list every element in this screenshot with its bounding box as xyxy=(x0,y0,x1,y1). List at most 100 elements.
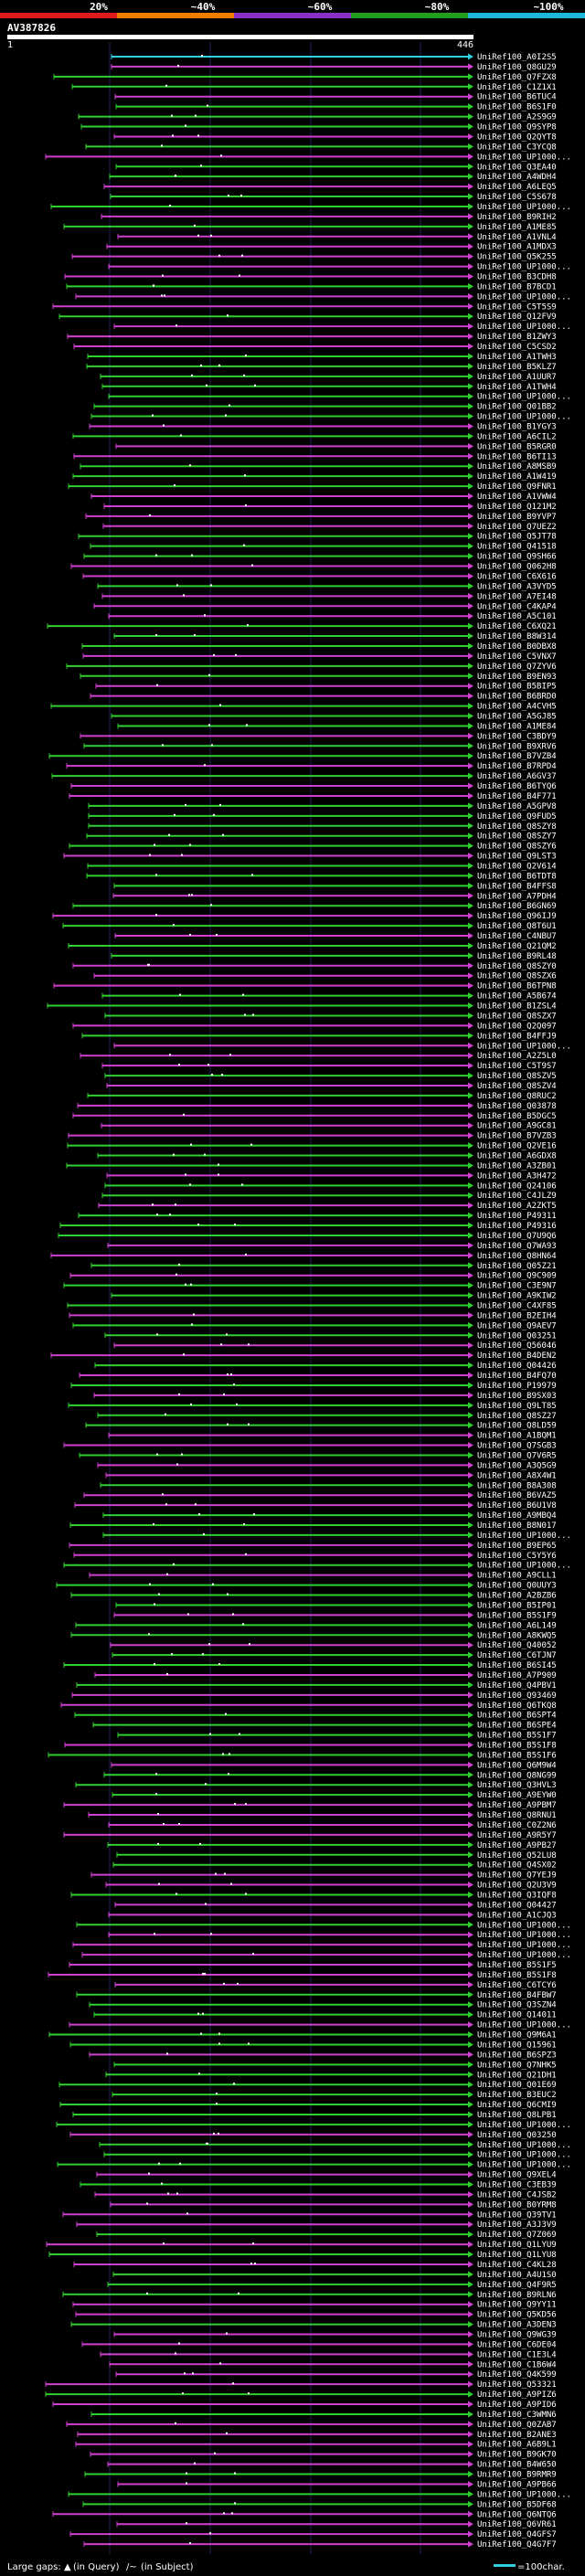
hit-label[interactable]: UniRef100_A1TWH3 xyxy=(477,353,557,362)
hit-row[interactable]: UniRef100_C6DE04 xyxy=(81,2340,557,2349)
hit-row[interactable]: UniRef100_Q8SZX6 xyxy=(93,972,557,981)
hit-label[interactable]: UniRef100_A9PBM7 xyxy=(477,1801,557,1810)
hit-row[interactable]: UniRef100_B9EN93 xyxy=(80,673,557,682)
hit-label[interactable]: UniRef100_B5BIP5 xyxy=(477,683,557,692)
hit-row[interactable]: UniRef100_C5T9S7 xyxy=(101,1062,557,1071)
hit-label[interactable]: UniRef100_B2ANE3 xyxy=(477,2431,557,2440)
hit-label[interactable]: UniRef100_B7VZB4 xyxy=(477,752,557,761)
hit-row[interactable]: UniRef100_C4NBU7 xyxy=(114,932,557,941)
hit-label[interactable]: UniRef100_Q05Z21 xyxy=(477,1262,557,1271)
hit-row[interactable]: UniRef100_Q7V6R5 xyxy=(79,1451,557,1460)
hit-label[interactable]: UniRef100_Q24106 xyxy=(477,1182,557,1191)
hit-label[interactable]: UniRef100_Q12FV9 xyxy=(477,313,557,322)
hit-label[interactable]: UniRef100_A9CLL1 xyxy=(477,1572,557,1581)
hit-label[interactable]: UniRef100_UP1000... xyxy=(477,153,571,162)
hit-label[interactable]: UniRef100_C4KL28 xyxy=(477,2261,557,2270)
hit-row[interactable]: UniRef100_B2EIH4 xyxy=(69,1311,557,1320)
hit-row[interactable]: UniRef100_B8A308 xyxy=(100,1481,557,1490)
hit-row[interactable]: UniRef100_B5S1F5 xyxy=(69,1961,557,1970)
hit-row[interactable]: UniRef100_Q01E69 xyxy=(58,2081,557,2090)
hit-row[interactable]: UniRef100_UP1000... xyxy=(75,292,571,302)
hit-label[interactable]: UniRef100_Q8SZV5 xyxy=(477,1072,557,1081)
hit-row[interactable]: UniRef100_C1B6W4 xyxy=(109,2360,557,2369)
hit-label[interactable]: UniRef100_UP1000... xyxy=(477,2141,571,2150)
hit-row[interactable]: UniRef100_Q9XEL4 xyxy=(96,2171,557,2180)
hit-label[interactable]: UniRef100_C5T5S9 xyxy=(477,302,557,312)
hit-label[interactable]: UniRef100_B8W314 xyxy=(477,632,557,641)
hit-row[interactable]: UniRef100_A1UUR7 xyxy=(100,373,557,382)
hit-label[interactable]: UniRef100_A9PIZ6 xyxy=(477,2390,557,2400)
hit-row[interactable]: UniRef100_C4JLZ9 xyxy=(101,1192,557,1201)
hit-row[interactable]: UniRef100_A5C101 xyxy=(108,612,557,621)
hit-row[interactable]: UniRef100_C6XQ21 xyxy=(47,622,557,631)
hit-row[interactable]: UniRef100_Q21DH1 xyxy=(105,2071,557,2080)
hit-label[interactable]: UniRef100_C1B6W4 xyxy=(477,2360,557,2369)
hit-row[interactable]: UniRef100_Q52LU8 xyxy=(116,1851,557,1860)
hit-label[interactable]: UniRef100_B6TYQ6 xyxy=(477,782,557,791)
hit-row[interactable]: UniRef100_A8KWQ5 xyxy=(70,1631,557,1640)
hit-label[interactable]: UniRef100_A1MDX3 xyxy=(477,243,557,252)
hit-label[interactable]: UniRef100_Q8SZY0 xyxy=(477,962,557,971)
hit-label[interactable]: UniRef100_A8X4W1 xyxy=(477,1471,557,1480)
hit-row[interactable]: UniRef100_B4FQ70 xyxy=(79,1372,557,1381)
hit-label[interactable]: UniRef100_A6B9L1 xyxy=(477,2441,557,2450)
hit-label[interactable]: UniRef100_B1ZWY3 xyxy=(477,333,557,342)
hit-row[interactable]: UniRef100_Q8SZ27 xyxy=(97,1412,557,1421)
hit-row[interactable]: UniRef100_A1MDX3 xyxy=(106,243,557,252)
hit-label[interactable]: UniRef100_Q4GFS7 xyxy=(477,2530,557,2539)
hit-row[interactable]: UniRef100_Q93469 xyxy=(71,1691,557,1701)
hit-label[interactable]: UniRef100_Q7Z069 xyxy=(477,2231,557,2240)
hit-row[interactable]: UniRef100_B6TYQ6 xyxy=(70,782,557,791)
hit-label[interactable]: UniRef100_A1UUR7 xyxy=(477,373,557,382)
hit-row[interactable]: UniRef100_B6SPE4 xyxy=(92,1722,557,1731)
hit-label[interactable]: UniRef100_C4NBU7 xyxy=(477,932,557,941)
hit-label[interactable]: UniRef100_C4KAP4 xyxy=(477,602,557,611)
hit-label[interactable]: UniRef100_UP1000... xyxy=(477,1921,571,1930)
hit-label[interactable]: UniRef100_A5GJ85 xyxy=(477,713,557,722)
hit-label[interactable]: UniRef100_Q9LT85 xyxy=(477,1402,557,1411)
hit-label[interactable]: UniRef100_Q3IQF8 xyxy=(477,1891,557,1900)
hit-label[interactable]: UniRef100_A3ZB01 xyxy=(477,1161,557,1171)
hit-label[interactable]: UniRef100_A9PB66 xyxy=(477,2480,557,2489)
hit-label[interactable]: UniRef100_A8MSB9 xyxy=(477,462,557,472)
hit-row[interactable]: UniRef100_A3J3V9 xyxy=(76,2221,557,2230)
hit-row[interactable]: UniRef100_C1Z1X1 xyxy=(71,83,557,92)
hit-row[interactable]: UniRef100_B6SI45 xyxy=(63,1661,557,1670)
hit-label[interactable]: UniRef100_UP1000... xyxy=(477,2121,571,2130)
hit-row[interactable]: UniRef100_B7BCD1 xyxy=(66,282,557,292)
hit-label[interactable]: UniRef100_B2EIH4 xyxy=(477,1311,557,1320)
hit-row[interactable]: UniRef100_A1TWH4 xyxy=(101,383,557,392)
hit-label[interactable]: UniRef100_A3H472 xyxy=(477,1171,557,1181)
hit-row[interactable]: UniRef100_UP1000... xyxy=(108,263,571,272)
hit-label[interactable]: UniRef100_B8N017 xyxy=(477,1521,557,1531)
hit-row[interactable]: UniRef100_B6TI13 xyxy=(73,452,557,461)
hit-label[interactable]: UniRef100_A6LEQ5 xyxy=(477,183,557,192)
hit-label[interactable]: UniRef100_Q9FNR1 xyxy=(477,482,557,492)
hit-label[interactable]: UniRef100_Q9SH66 xyxy=(477,553,557,562)
hit-label[interactable]: UniRef100_Q8LD59 xyxy=(477,1422,557,1431)
hit-label[interactable]: UniRef100_Q7U9Q6 xyxy=(477,1232,557,1241)
hit-label[interactable]: UniRef100_Q9C909 xyxy=(477,1272,557,1281)
hit-label[interactable]: UniRef100_A2ZKT5 xyxy=(477,1202,557,1211)
hit-label[interactable]: UniRef100_B3CDH8 xyxy=(477,273,557,282)
hit-row[interactable]: UniRef100_B9RL48 xyxy=(111,952,557,961)
hit-label[interactable]: UniRef100_B9RIH2 xyxy=(477,213,557,222)
hit-row[interactable]: UniRef100_Q9FUD5 xyxy=(88,812,557,822)
hit-label[interactable]: UniRef100_Q41518 xyxy=(477,543,557,552)
hit-label[interactable]: UniRef100_C3E9N7 xyxy=(477,1282,557,1291)
hit-label[interactable]: UniRef100_Q7ZYV6 xyxy=(477,663,557,672)
hit-label[interactable]: UniRef100_A9GC81 xyxy=(477,1122,557,1131)
hit-label[interactable]: UniRef100_Q7UEZ2 xyxy=(477,523,557,532)
hit-row[interactable]: UniRef100_UP1000... xyxy=(81,1951,571,1960)
hit-label[interactable]: UniRef100_B5DGC5 xyxy=(477,1112,557,1121)
hit-label[interactable]: UniRef100_A1VNL4 xyxy=(477,233,557,242)
hit-label[interactable]: UniRef100_A3J3V9 xyxy=(477,2221,557,2230)
hit-row[interactable]: UniRef100_Q8LD59 xyxy=(85,1422,557,1431)
hit-row[interactable]: UniRef100_B7VZB3 xyxy=(68,1132,557,1141)
hit-row[interactable]: UniRef100_B5IP01 xyxy=(115,1601,557,1610)
hit-row[interactable]: UniRef100_Q7FZX8 xyxy=(53,73,557,82)
hit-row[interactable]: UniRef100_Q40052 xyxy=(110,1641,557,1650)
hit-label[interactable]: UniRef100_Q4PBV1 xyxy=(477,1681,557,1691)
hit-label[interactable]: UniRef100_Q8SZX6 xyxy=(477,972,557,981)
hit-label[interactable]: UniRef100_Q96IJ9 xyxy=(477,912,557,921)
